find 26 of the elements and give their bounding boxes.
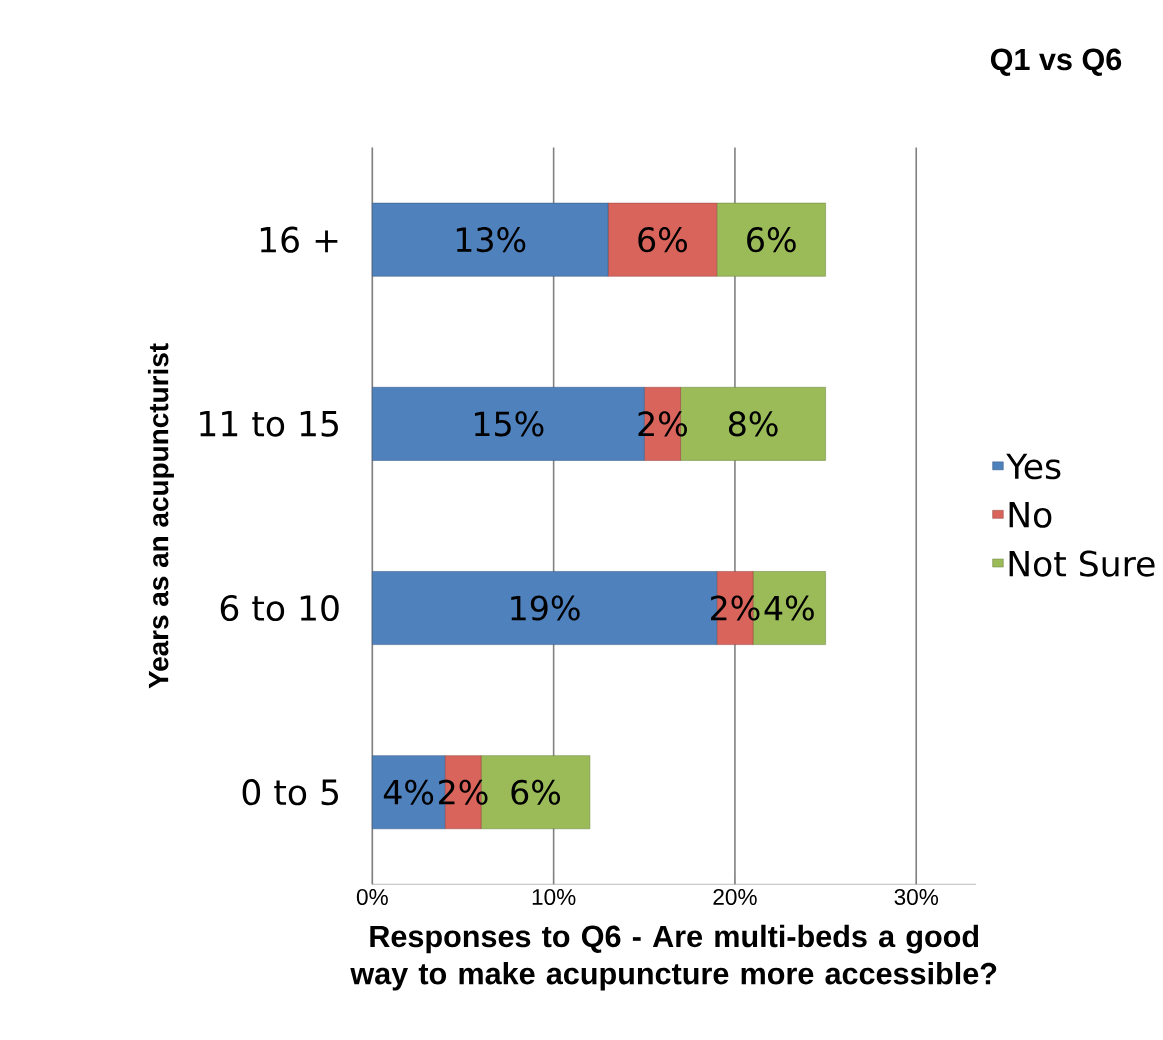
data-label: 15%	[475, 411, 544, 437]
legend-label: Yes	[1006, 453, 1061, 480]
x-axis-title: Responses to Q6 - Are multi-beds a good way to make acupuncture more accessible?	[350, 924, 997, 991]
data-label: 4%	[383, 779, 434, 805]
legend-label: Not Sure	[1009, 550, 1155, 577]
x-tick-label: 10%	[532, 889, 576, 906]
bar	[716, 202, 826, 277]
x-tick-label: 0%	[356, 889, 388, 906]
legend-label: No	[1009, 502, 1052, 528]
bar	[607, 202, 718, 277]
data-label: 6%	[511, 779, 561, 805]
data-label: 19%	[511, 595, 580, 621]
data-label: 6%	[638, 227, 687, 253]
data-label: 6%	[747, 227, 796, 253]
y-tick-label: 0 to 5	[242, 779, 338, 806]
y-axis-title: Years as an acupuncturist	[147, 343, 174, 689]
x-tick-label: 20%	[713, 889, 757, 906]
data-label: 4%	[764, 595, 814, 621]
x-tick-label: 30%	[894, 889, 939, 906]
y-tick-label: 6 to 10	[220, 595, 339, 622]
bar	[372, 202, 609, 277]
text: Q1 vs Q6	[990, 48, 1122, 77]
y-tick-label: 16 +	[260, 226, 338, 253]
y-tick-label: 11 to 15	[200, 411, 338, 437]
data-label: 8%	[728, 411, 778, 437]
data-label: 13%	[456, 227, 526, 253]
